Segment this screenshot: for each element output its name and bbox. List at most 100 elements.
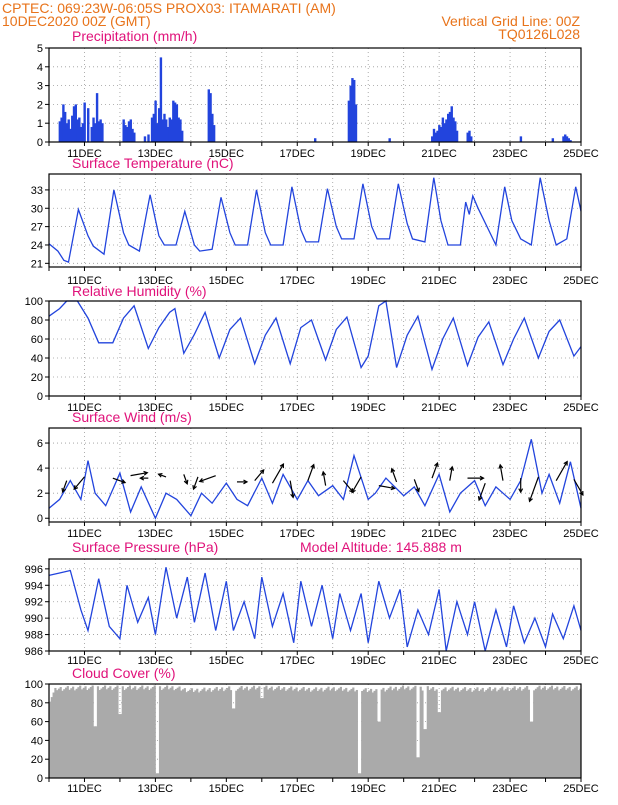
- cloud-bar: [167, 689, 170, 778]
- cloud-bar: [458, 691, 461, 778]
- x-tick-label: 25DEC: [563, 783, 599, 795]
- cloud-bar: [178, 686, 181, 778]
- wind-arrow-head: [143, 470, 149, 476]
- cloud-bar: [481, 687, 484, 778]
- x-tick-label: 13DEC: [138, 402, 174, 414]
- panel-4: Surface Wind (m/s) 0 2 4 6 11DEC 13DEC 15DEC 17D…: [37, 409, 599, 540]
- cloud-bar: [174, 688, 178, 778]
- cloud-bar: [86, 690, 89, 778]
- x-tick-label: 13DEC: [138, 783, 174, 795]
- wind-arrow-head: [183, 479, 189, 485]
- cloud-bar: [109, 686, 112, 778]
- y-tick-label: 4: [37, 62, 43, 74]
- cloud-bar: [182, 689, 185, 778]
- cloud-bar: [121, 686, 124, 778]
- cloud-bar: [189, 689, 192, 778]
- x-tick-label: 23DEC: [492, 783, 528, 795]
- wind-arrow-head: [518, 488, 524, 494]
- precip-bar: [448, 111, 452, 142]
- cloud-bar: [293, 688, 296, 778]
- cloud-bar: [451, 686, 454, 778]
- precip-bar: [143, 136, 147, 142]
- cloud-bar: [59, 687, 62, 778]
- panel-frame: [48, 683, 582, 779]
- cloud-bar: [517, 688, 520, 778]
- precip-bar: [90, 126, 93, 142]
- cloud-bar: [559, 688, 562, 778]
- cloud-bar: [180, 690, 183, 778]
- cloud-bar: [446, 691, 449, 778]
- cloud-bar: [570, 690, 573, 778]
- cloud-bar: [368, 690, 371, 778]
- cloud-bar: [467, 689, 470, 778]
- cloud-bar: [151, 687, 155, 778]
- cloud-bar: [127, 687, 130, 778]
- wind-arrow: [449, 465, 455, 481]
- cloud-bar: [545, 690, 548, 778]
- x-tick-label: 11DEC: [67, 148, 102, 160]
- y-tick-label: 1: [37, 118, 43, 130]
- cloud-bar: [91, 685, 94, 778]
- x-tick-label: 23DEC: [492, 402, 528, 414]
- cloud-bar: [336, 689, 339, 778]
- cloud-bar: [268, 688, 272, 778]
- cloud-bar: [527, 689, 530, 778]
- cloud-bar: [233, 708, 236, 778]
- series-line: [48, 299, 582, 372]
- cloud-bar: [265, 685, 268, 778]
- cloud-bar: [267, 689, 270, 778]
- precip-bar: [177, 117, 180, 142]
- cloud-bar: [479, 689, 483, 778]
- cloud-bar: [524, 687, 527, 778]
- precip-bar: [175, 104, 179, 142]
- panel-2: Surface Temperature (nC) 21 24 27 30 33 11DEC 1…: [31, 155, 599, 287]
- cloud-bar: [251, 687, 254, 778]
- y-tick-label: 992: [25, 597, 43, 609]
- precip-bar: [161, 119, 164, 142]
- cloud-bar: [203, 687, 206, 778]
- y-tick-label: 60: [31, 717, 43, 729]
- wind-arrow: [307, 463, 315, 481]
- precip-bar: [163, 113, 166, 142]
- cloud-bar: [281, 688, 284, 778]
- precip-bar: [565, 136, 569, 142]
- cloud-bar: [219, 689, 222, 778]
- cloud-bar: [141, 685, 144, 778]
- y-tick-label: 988: [25, 630, 43, 642]
- wind-arrow-head: [243, 479, 249, 485]
- cloud-bar: [103, 685, 107, 778]
- cloud-bar: [224, 689, 227, 778]
- cloud-bar: [417, 757, 421, 778]
- wind-arrow-head: [157, 472, 163, 478]
- wind-arrow-shaft: [499, 464, 504, 481]
- cloud-bar: [205, 691, 208, 778]
- cloud-bar: [283, 687, 286, 778]
- wind-arrow: [351, 476, 362, 494]
- precip-bar: [434, 132, 437, 142]
- cloud-bar: [240, 686, 243, 778]
- wind-arrow-shaft: [555, 461, 568, 481]
- panel-frame: [48, 173, 582, 268]
- cloud-bar: [139, 687, 142, 778]
- panel-title: Surface Wind (m/s): [72, 409, 192, 425]
- wind-arrow: [112, 477, 127, 484]
- wind-arrow-head: [73, 485, 79, 491]
- wind-arrow-head: [390, 467, 396, 473]
- precip-bar: [431, 136, 434, 142]
- wind-arrow-head: [121, 479, 127, 484]
- cloud-bar: [63, 689, 66, 778]
- cloud-bar: [171, 686, 174, 778]
- precip-bar: [159, 57, 163, 142]
- series-line: [48, 567, 582, 652]
- cloud-bar: [210, 691, 213, 778]
- x-tick-label: 17DEC: [280, 275, 316, 287]
- precip-bar: [211, 113, 214, 142]
- wind-arrow: [431, 461, 439, 479]
- cloud-bar: [212, 690, 215, 778]
- wind-arrow-head: [390, 485, 396, 491]
- cloud-bar: [187, 690, 190, 778]
- precip-bar: [349, 85, 352, 142]
- cloud-bar: [547, 688, 550, 778]
- cloud-bar: [107, 687, 110, 778]
- wind-arrow-shaft: [73, 476, 85, 490]
